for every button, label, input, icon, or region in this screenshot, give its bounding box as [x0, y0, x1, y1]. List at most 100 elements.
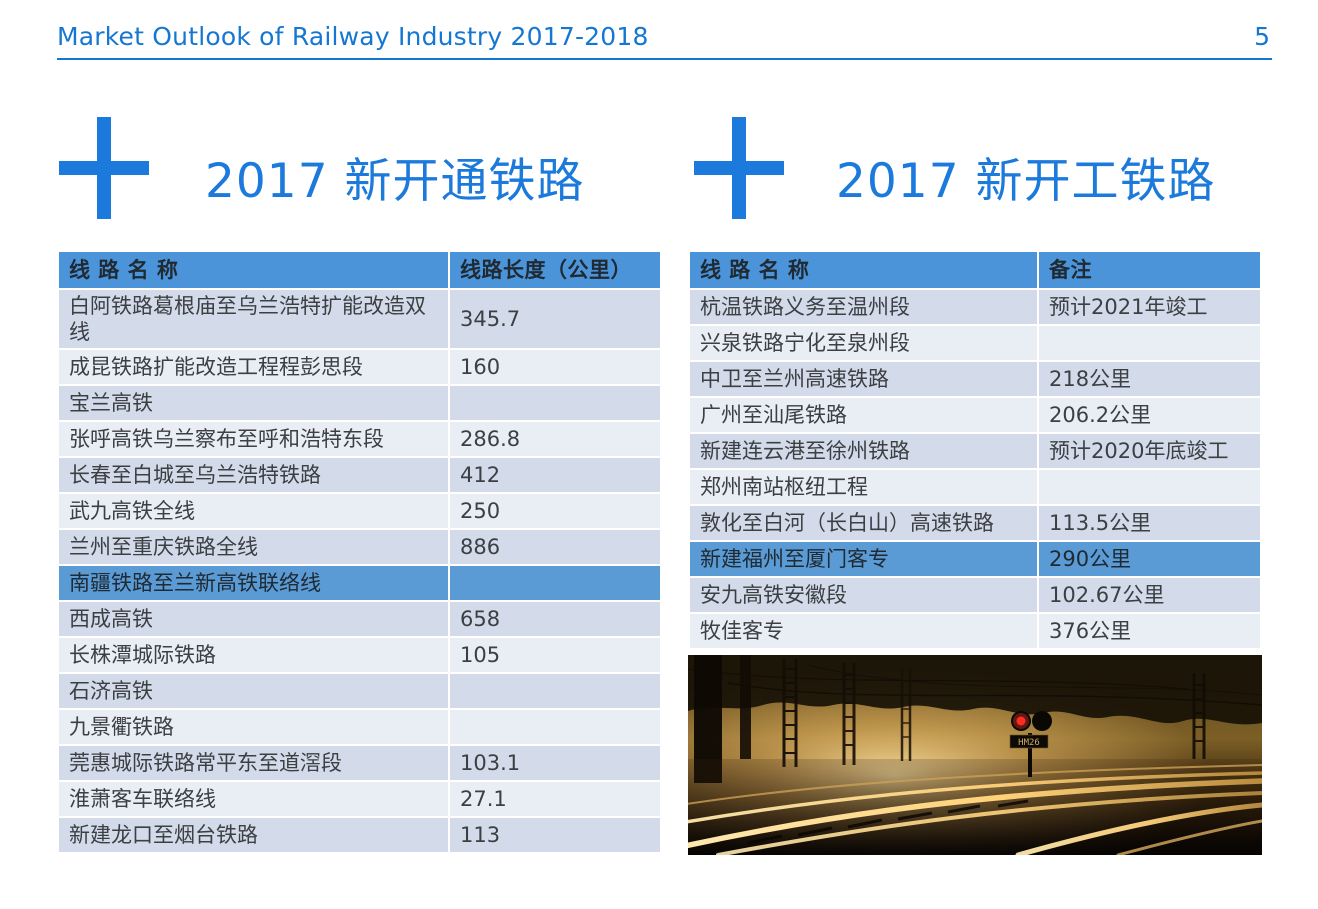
table-row: 兴泉铁路宁化至泉州段: [688, 324, 1262, 362]
route-value-cell: 658: [448, 600, 662, 638]
route-value-cell: [1037, 324, 1262, 362]
table-row: 长春至白城至乌兰浩特铁路 412: [57, 456, 662, 494]
table-row: 张呼高铁乌兰察布至呼和浩特东段 286.8: [57, 420, 662, 458]
route-value-cell: 376公里: [1037, 612, 1262, 650]
table-header-row: 线 路 名 称备注: [688, 250, 1262, 290]
route-name-cell: 安九高铁安徽段: [688, 576, 1039, 614]
route-value-cell: [1037, 468, 1262, 506]
table-row: 九景衢铁路: [57, 708, 662, 746]
railway-sunset-photo: HM26: [688, 655, 1262, 855]
route-name-cell: 牧佳客专: [688, 612, 1039, 650]
route-name-cell: 石济高铁: [57, 672, 450, 710]
plus-icon: [59, 117, 149, 219]
route-name-cell: 西成高铁: [57, 600, 450, 638]
route-name-cell: 莞惠城际铁路常平东至道滘段: [57, 744, 450, 782]
route-name-cell: 九景衢铁路: [57, 708, 450, 746]
route-value-cell: 206.2公里: [1037, 396, 1262, 434]
table-row: 莞惠城际铁路常平东至道滘段 103.1: [57, 744, 662, 782]
catenary-mast: [1192, 673, 1206, 759]
route-value-cell: [448, 672, 662, 710]
route-name-cell: 新建连云港至徐州铁路: [688, 432, 1039, 470]
route-name-cell: 南疆铁路至兰新高铁联络线: [57, 564, 450, 602]
route-value-cell: 预计2020年底竣工: [1037, 432, 1262, 470]
treeline-silhouette: [688, 655, 1262, 725]
table-row: 新建龙口至烟台铁路 113: [57, 816, 662, 854]
section-title-started: 2017 新开工铁路: [836, 154, 1216, 209]
table-row: 新建连云港至徐州铁路 预计2020年底竣工: [688, 432, 1262, 470]
plus-icon-horizontal-bar: [59, 161, 149, 175]
column-header: 线 路 名 称: [57, 250, 450, 290]
catenary-mast: [842, 663, 856, 765]
route-name-cell: 长株潭城际铁路: [57, 636, 450, 674]
table-row: 西成高铁 658: [57, 600, 662, 638]
route-value-cell: 286.8: [448, 420, 662, 458]
table-row: 郑州南站枢纽工程: [688, 468, 1262, 506]
table-row: 白阿铁路葛根庙至乌兰浩特扩能改造双线 345.7: [57, 288, 662, 350]
route-name-cell: 广州至汕尾铁路: [688, 396, 1039, 434]
sleepers: [747, 799, 1029, 845]
route-name-cell: 成昆铁路扩能改造工程程彭思段: [57, 348, 450, 386]
route-value-cell: 160: [448, 348, 662, 386]
route-value-cell: 105: [448, 636, 662, 674]
route-value-cell: [448, 384, 662, 422]
rails: [688, 764, 1262, 855]
table-row: 淮萧客车联络线 27.1: [57, 780, 662, 818]
plus-icon: [694, 117, 784, 219]
route-name-cell: 新建福州至厦门客专: [688, 540, 1039, 578]
route-value-cell: 290公里: [1037, 540, 1262, 578]
route-name-cell: 长春至白城至乌兰浩特铁路: [57, 456, 450, 494]
route-value-cell: 345.7: [448, 288, 662, 350]
signal-sign-label: HM26: [1018, 738, 1040, 748]
table-row: 宝兰高铁: [57, 384, 662, 422]
route-value-cell: 412: [448, 456, 662, 494]
started-railways-table: 线 路 名 称备注 杭温铁路义务至温州段 预计2021年竣工 兴泉铁路宁化至泉州段 中卫…: [688, 250, 1262, 650]
route-value-cell: 预计2021年竣工: [1037, 288, 1262, 326]
pole-silhouette: [740, 655, 751, 759]
column-header: 线路长度（公里）: [448, 250, 662, 290]
page-number: 5: [1254, 22, 1270, 51]
header-divider: [57, 58, 1272, 60]
page-title: Market Outlook of Railway Industry 2017-…: [57, 22, 649, 51]
route-value-cell: 218公里: [1037, 360, 1262, 398]
route-name-cell: 新建龙口至烟台铁路: [57, 816, 450, 854]
catenary-mast: [900, 669, 912, 761]
section-title-opened: 2017 新开通铁路: [205, 154, 585, 209]
opened-railways-table: 线 路 名 称线路长度（公里） 白阿铁路葛根庙至乌兰浩特扩能改造双线 345.7 成昆…: [57, 250, 662, 854]
route-value-cell: [448, 708, 662, 746]
catenary-wire: [807, 664, 1262, 696]
route-name-cell: 淮萧客车联络线: [57, 780, 450, 818]
route-name-cell: 中卫至兰州高速铁路: [688, 360, 1039, 398]
table-row: 南疆铁路至兰新高铁联络线: [57, 564, 662, 602]
table-row: 兰州至重庆铁路全线 886: [57, 528, 662, 566]
table-row: 武九高铁全线 250: [57, 492, 662, 530]
route-name-cell: 白阿铁路葛根庙至乌兰浩特扩能改造双线: [57, 288, 450, 350]
column-header: 线 路 名 称: [688, 250, 1039, 290]
route-value-cell: 102.67公里: [1037, 576, 1262, 614]
railway-signal: HM26: [1009, 711, 1052, 777]
route-value-cell: 250: [448, 492, 662, 530]
route-value-cell: 113.5公里: [1037, 504, 1262, 542]
route-name-cell: 兴泉铁路宁化至泉州段: [688, 324, 1039, 362]
route-name-cell: 杭温铁路义务至温州段: [688, 288, 1039, 326]
route-value-cell: [448, 564, 662, 602]
route-name-cell: 张呼高铁乌兰察布至呼和浩特东段: [57, 420, 450, 458]
catenary-mast: [782, 659, 798, 767]
table-row: 杭温铁路义务至温州段 预计2021年竣工: [688, 288, 1262, 326]
route-name-cell: 兰州至重庆铁路全线: [57, 528, 450, 566]
table-row: 敦化至白河（长白山）高速铁路 113.5公里: [688, 504, 1262, 542]
table-row: 石济高铁: [57, 672, 662, 710]
route-name-cell: 敦化至白河（长白山）高速铁路: [688, 504, 1039, 542]
table-row: 成昆铁路扩能改造工程程彭思段 160: [57, 348, 662, 386]
table-row: 广州至汕尾铁路 206.2公里: [688, 396, 1262, 434]
route-value-cell: 886: [448, 528, 662, 566]
table-row: 安九高铁安徽段 102.67公里: [688, 576, 1262, 614]
route-name-cell: 宝兰高铁: [57, 384, 450, 422]
route-value-cell: 113: [448, 816, 662, 854]
table-header-row: 线 路 名 称线路长度（公里）: [57, 250, 662, 290]
plus-icon-horizontal-bar: [694, 161, 784, 175]
table-row: 新建福州至厦门客专 290公里: [688, 540, 1262, 578]
table-row: 中卫至兰州高速铁路 218公里: [688, 360, 1262, 398]
route-name-cell: 武九高铁全线: [57, 492, 450, 530]
route-name-cell: 郑州南站枢纽工程: [688, 468, 1039, 506]
